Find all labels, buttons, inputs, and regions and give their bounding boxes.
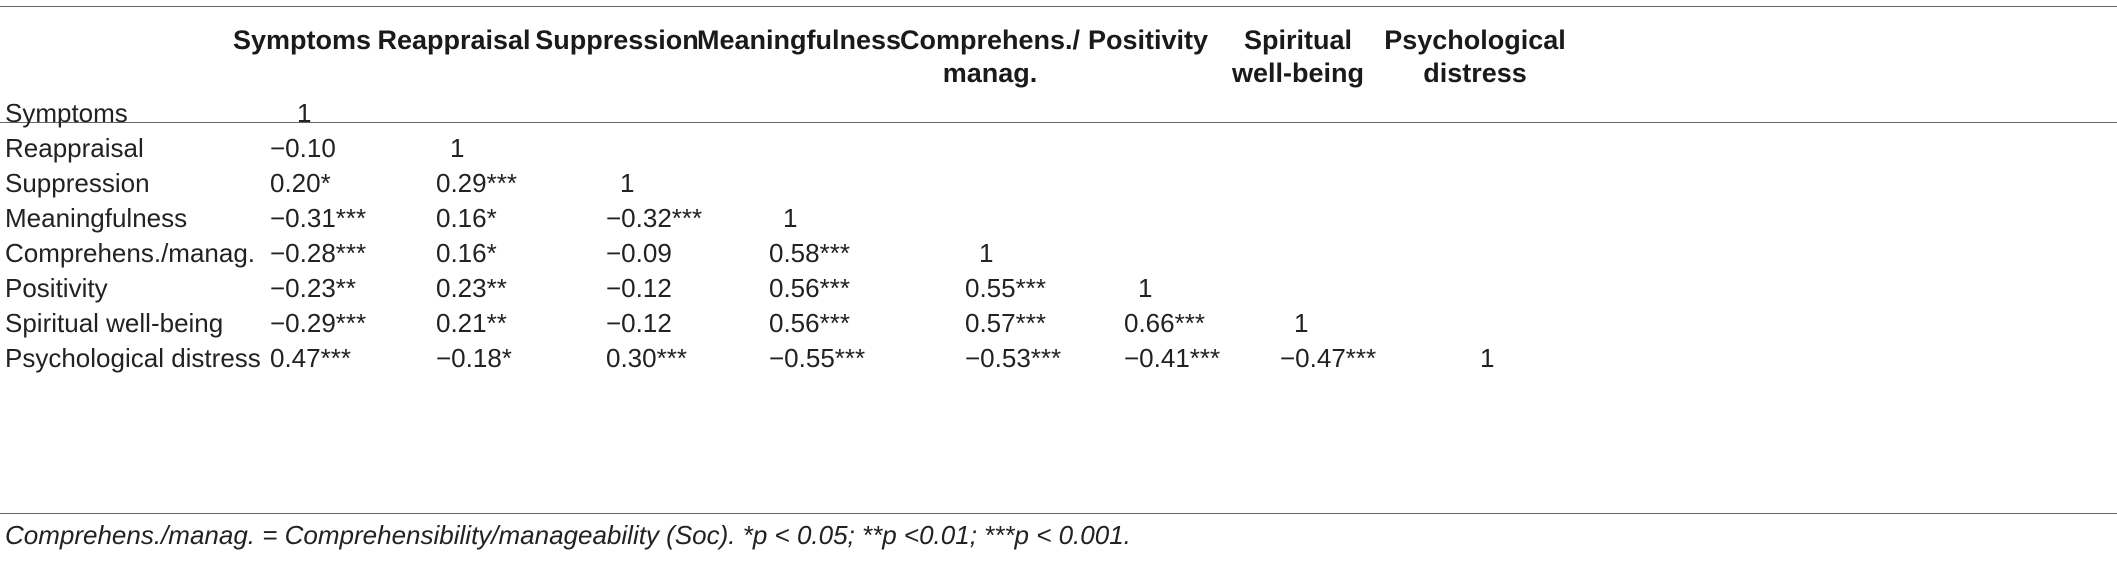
table-cell: −0.41*** [1124,343,1221,373]
table-cell: −0.28*** [270,238,367,268]
table-cell: 1 [979,238,994,268]
table-cell: −0.47*** [1280,343,1377,373]
table-cell: −0.18* [436,343,512,373]
table-cell: 0.16* [436,203,497,233]
table-cell: −0.23** [270,273,357,303]
column-header: Spiritual well-being [1231,25,1364,88]
table-cell: 0.58*** [769,238,850,268]
row-label: Suppression [5,168,150,198]
table-cell: −0.29*** [270,308,367,338]
table-footnote: Comprehens./manag. = Comprehensibility/m… [5,520,1131,550]
table-cell: −0.12 [606,273,672,303]
table-cell: 0.23** [436,273,507,303]
column-header: Psychological distress [1384,25,1566,88]
row-label: Reappraisal [5,133,144,163]
table-cell: 0.57*** [965,308,1046,338]
column-header: Suppression [535,25,699,55]
row-label: Positivity [5,273,108,303]
table-cell: 1 [297,98,312,128]
table-cell: 1 [1480,343,1495,373]
row-label: Meaningfulness [5,203,188,233]
column-header: Symptoms [232,25,372,55]
table-top-rule [0,6,2117,7]
table-cell: 0.47*** [270,343,351,373]
row-label: Comprehens./manag. [5,238,256,268]
column-header: Meaningfulness [696,25,902,55]
table-cell: 0.56*** [769,273,850,303]
table-cell: 1 [1294,308,1309,338]
table-cell: −0.12 [606,308,672,338]
table-cell: −0.32*** [606,203,703,233]
table-cell: 0.29*** [436,168,517,198]
table-cell: 0.66*** [1124,308,1205,338]
table-bottom-rule [0,513,2117,514]
table-cell: −0.53*** [965,343,1062,373]
table-cell: −0.31*** [270,203,367,233]
table-cell: 0.16* [436,238,497,268]
table-cell: 1 [1138,273,1153,303]
table-cell: 0.20* [270,168,331,198]
table-cell: 1 [783,203,798,233]
table-cell: −0.10 [270,133,336,163]
table-cell: 1 [620,168,635,198]
table-cell: 0.30*** [606,343,687,373]
column-header: Positivity [1087,25,1209,55]
table-cell: −0.09 [606,238,672,268]
table-cell: 0.56*** [769,308,850,338]
table-cell: 1 [450,133,465,163]
table-header-rule [0,122,2117,123]
row-label: Symptoms [5,98,128,128]
table-cell: 0.21** [436,308,507,338]
table-cell: −0.55*** [769,343,866,373]
column-header: Comprehens./ manag. [899,25,1081,88]
table-cell: 0.55*** [965,273,1046,303]
row-label: Psychological distress [5,343,261,373]
row-label: Spiritual well-being [5,308,224,338]
column-header: Reappraisal [377,25,531,55]
